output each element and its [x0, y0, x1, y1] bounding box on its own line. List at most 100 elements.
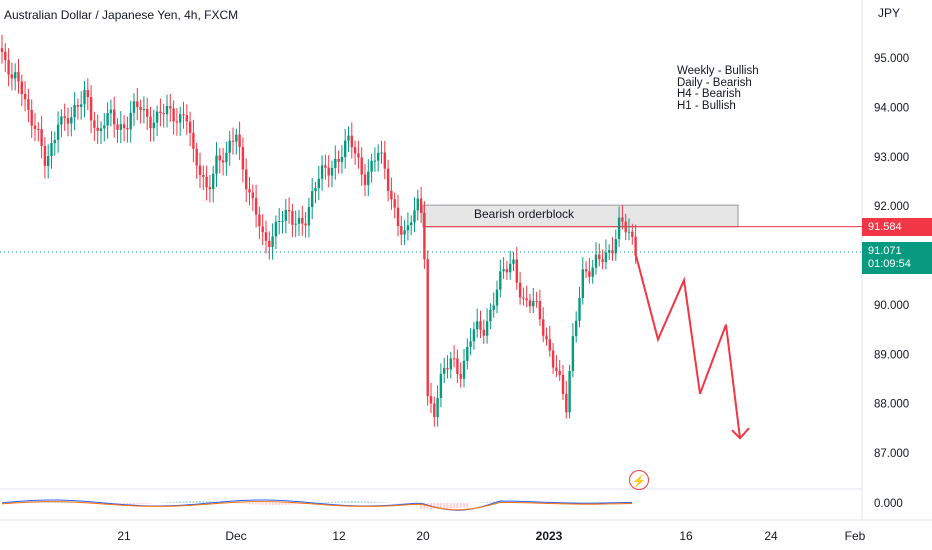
candle-body — [443, 368, 446, 374]
x-tick-label: 2023 — [536, 529, 563, 543]
candle-body — [228, 140, 231, 153]
candle-body — [294, 223, 297, 225]
candle-body — [578, 298, 581, 321]
candle-body — [287, 209, 291, 212]
candle-body — [261, 226, 264, 233]
candle-body — [509, 263, 512, 273]
candle-body — [231, 140, 235, 142]
candle-body — [297, 217, 301, 224]
candle-body — [505, 269, 509, 273]
candle-body — [142, 108, 146, 111]
candle-body — [122, 124, 126, 129]
candle-body — [611, 250, 614, 254]
candle-body — [360, 157, 363, 175]
candle-body — [489, 309, 492, 322]
candle-body — [532, 301, 535, 307]
candle-body — [327, 167, 330, 176]
candle-body — [452, 358, 456, 360]
x-tick-label: 20 — [416, 529, 430, 543]
candle-body — [608, 250, 611, 253]
candle-body — [60, 116, 63, 125]
candle-body — [584, 269, 588, 272]
candle-body — [37, 128, 40, 130]
candle-body — [469, 341, 472, 347]
candle-body — [126, 128, 129, 130]
y-tick-label: 92.000 — [874, 201, 909, 213]
candle-body — [426, 259, 429, 397]
y-tick-label: 89.000 — [874, 349, 909, 361]
candle-body — [80, 104, 83, 107]
candle-body — [169, 106, 172, 109]
candle-body — [317, 178, 320, 189]
candle-body — [410, 222, 413, 226]
y-tick-label: 88.000 — [874, 399, 909, 411]
candle-body — [43, 145, 47, 166]
candle-body — [400, 226, 403, 235]
candle-body — [264, 232, 268, 241]
candle-body — [446, 368, 449, 370]
candle-body — [208, 187, 212, 190]
candle-body — [10, 74, 14, 79]
candle-body — [291, 211, 294, 225]
candle-body — [0, 48, 4, 52]
candle-body — [17, 72, 20, 82]
candle-body — [268, 240, 271, 247]
candle-body — [565, 393, 568, 413]
candle-body — [20, 81, 23, 95]
candle-body — [73, 105, 76, 118]
candle-body — [324, 165, 327, 168]
candle-body — [449, 358, 452, 370]
candle-body — [429, 396, 433, 404]
candle-body — [149, 116, 152, 129]
candle-body — [301, 217, 304, 224]
candle-body — [103, 125, 106, 129]
candle-body — [482, 329, 485, 336]
candle-body — [284, 209, 287, 221]
candle-body — [320, 165, 324, 179]
bias-note-h1: H1 - Bullish — [677, 99, 736, 112]
candle-body — [27, 99, 30, 110]
candle-body — [518, 282, 522, 298]
candle-body — [373, 160, 377, 162]
candle-body — [617, 217, 621, 240]
candle-body — [350, 135, 353, 148]
lightning-icon[interactable]: ⚡ — [629, 470, 649, 490]
candle-body — [251, 192, 254, 199]
candle-body — [363, 174, 367, 186]
candle-body — [4, 51, 7, 61]
candle-body — [198, 165, 202, 176]
candle-body — [86, 89, 89, 98]
candle-body — [182, 114, 185, 116]
bias-notes: Weekly - Bullish Daily - Bearish H4 - Be… — [677, 65, 759, 112]
candle-body — [93, 120, 96, 128]
candle-body — [439, 373, 443, 398]
candle-body — [172, 108, 175, 122]
candle-body — [99, 128, 103, 131]
candle-body — [538, 301, 542, 320]
candle-body — [40, 129, 43, 146]
y-tick-label: 94.000 — [874, 102, 909, 114]
candle-body — [179, 114, 182, 123]
candle-body — [63, 116, 66, 119]
candle-body — [70, 117, 73, 124]
candle-body — [238, 134, 241, 148]
candle-body — [436, 397, 439, 418]
candle-body — [621, 217, 624, 222]
last-price-value: 91.071 — [868, 245, 902, 257]
candle-body — [314, 188, 317, 192]
candle-body — [53, 140, 56, 144]
candle-body — [334, 158, 337, 168]
candle-body — [423, 213, 426, 260]
candle-body — [416, 198, 419, 211]
candle-body — [594, 254, 598, 268]
candle-body — [522, 297, 525, 299]
candle-body — [185, 115, 188, 122]
candle-body — [337, 158, 340, 162]
candle-body — [146, 108, 149, 117]
candle-body — [433, 403, 436, 418]
candle-body — [235, 134, 238, 142]
candle-body — [304, 223, 307, 226]
candle-body — [499, 271, 502, 290]
candle-body — [155, 111, 159, 123]
